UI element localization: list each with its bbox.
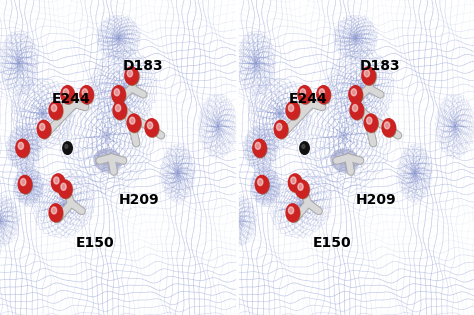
- Circle shape: [51, 105, 57, 112]
- Circle shape: [255, 175, 268, 193]
- Ellipse shape: [331, 149, 359, 173]
- Circle shape: [114, 102, 127, 120]
- Circle shape: [52, 175, 65, 192]
- Circle shape: [275, 121, 288, 139]
- Text: D183: D183: [360, 59, 401, 73]
- Circle shape: [296, 181, 310, 199]
- Circle shape: [384, 122, 390, 129]
- Circle shape: [62, 87, 75, 104]
- Circle shape: [61, 183, 66, 190]
- Circle shape: [298, 86, 311, 103]
- Circle shape: [114, 89, 119, 96]
- Circle shape: [18, 142, 24, 149]
- Circle shape: [145, 119, 158, 136]
- Circle shape: [366, 117, 372, 124]
- Circle shape: [81, 87, 94, 104]
- Circle shape: [291, 177, 296, 184]
- Circle shape: [286, 101, 300, 119]
- Circle shape: [364, 114, 377, 132]
- Circle shape: [59, 180, 72, 198]
- Circle shape: [37, 120, 50, 138]
- Circle shape: [50, 102, 63, 120]
- Circle shape: [363, 68, 376, 85]
- Circle shape: [351, 89, 356, 96]
- Circle shape: [286, 204, 300, 221]
- Circle shape: [80, 86, 93, 103]
- Circle shape: [351, 102, 364, 120]
- Circle shape: [254, 140, 267, 158]
- Circle shape: [115, 105, 121, 112]
- Text: H209: H209: [356, 193, 396, 207]
- Text: H209: H209: [118, 193, 159, 207]
- Circle shape: [382, 119, 395, 136]
- Circle shape: [18, 175, 31, 193]
- Circle shape: [63, 89, 69, 96]
- Circle shape: [54, 177, 59, 184]
- Circle shape: [59, 181, 73, 199]
- Circle shape: [276, 123, 282, 130]
- Circle shape: [365, 115, 378, 133]
- Circle shape: [125, 67, 138, 84]
- Text: E244: E244: [289, 92, 328, 106]
- Circle shape: [289, 175, 302, 192]
- Circle shape: [128, 115, 141, 133]
- Circle shape: [127, 114, 140, 132]
- Circle shape: [383, 120, 396, 137]
- Text: D183: D183: [123, 59, 164, 73]
- Circle shape: [319, 89, 325, 96]
- Circle shape: [302, 145, 305, 148]
- Circle shape: [39, 123, 45, 130]
- Circle shape: [51, 174, 64, 192]
- Circle shape: [274, 120, 287, 138]
- Circle shape: [253, 139, 266, 157]
- Circle shape: [296, 180, 309, 198]
- Circle shape: [350, 101, 363, 119]
- Circle shape: [318, 87, 331, 104]
- Circle shape: [16, 139, 29, 157]
- Circle shape: [63, 142, 72, 154]
- Circle shape: [146, 120, 159, 137]
- Circle shape: [20, 179, 26, 186]
- Circle shape: [112, 86, 125, 103]
- Circle shape: [299, 87, 312, 104]
- Circle shape: [113, 101, 126, 119]
- Circle shape: [300, 142, 309, 154]
- Text: E244: E244: [52, 92, 91, 106]
- Circle shape: [50, 205, 63, 222]
- Circle shape: [129, 117, 135, 124]
- Circle shape: [65, 145, 68, 148]
- Circle shape: [112, 87, 126, 104]
- Circle shape: [49, 101, 63, 119]
- Circle shape: [257, 179, 263, 186]
- Text: E150: E150: [76, 236, 114, 249]
- Circle shape: [352, 105, 358, 112]
- Circle shape: [17, 140, 30, 158]
- Circle shape: [362, 67, 375, 84]
- Circle shape: [317, 86, 330, 103]
- Circle shape: [349, 86, 362, 103]
- Circle shape: [19, 176, 32, 194]
- Circle shape: [126, 68, 139, 85]
- Circle shape: [256, 176, 269, 194]
- Circle shape: [364, 70, 370, 77]
- Text: E150: E150: [313, 236, 351, 249]
- Circle shape: [287, 102, 300, 120]
- Circle shape: [288, 174, 301, 192]
- Circle shape: [349, 87, 363, 104]
- Circle shape: [49, 204, 63, 221]
- Circle shape: [288, 105, 294, 112]
- Circle shape: [147, 122, 153, 129]
- Circle shape: [298, 183, 303, 190]
- Circle shape: [288, 207, 294, 214]
- Circle shape: [82, 89, 88, 96]
- Circle shape: [255, 142, 261, 149]
- Circle shape: [38, 121, 51, 139]
- Circle shape: [300, 89, 306, 96]
- Circle shape: [51, 207, 57, 214]
- Circle shape: [287, 205, 300, 222]
- Circle shape: [127, 70, 133, 77]
- Ellipse shape: [94, 149, 122, 173]
- Circle shape: [61, 86, 74, 103]
